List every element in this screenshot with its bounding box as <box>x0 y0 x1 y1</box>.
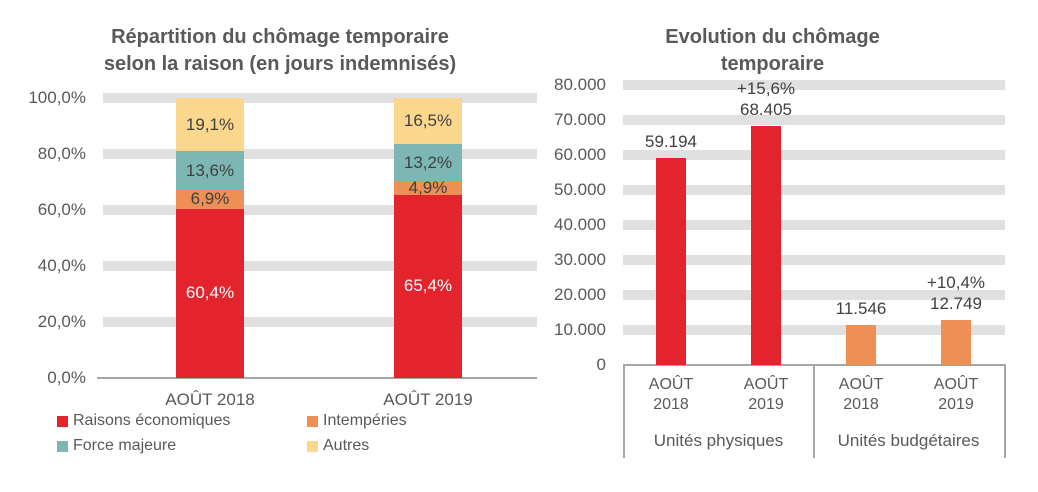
left-y-tick-label: 40,0% <box>37 256 86 275</box>
right-bar-unites-physiques-aout-2019 <box>751 125 781 365</box>
right-y-tick-label: 70.000 <box>554 110 606 129</box>
left-chart-title: Répartition du chômage temporaire selon … <box>25 24 535 78</box>
right-gridline-band <box>623 115 1005 125</box>
left-bar-segment-raisons-economiques <box>394 194 462 378</box>
legend-label: Raisons économiques <box>73 412 231 429</box>
right-chart-title: Evolution du chômage temporaire <box>545 24 1000 78</box>
left-segment-label: 4,9% <box>408 178 448 198</box>
legend-item-intemperies: Intempéries <box>307 411 407 431</box>
left-segment-label: 60,4% <box>185 283 235 303</box>
left-bar-segment-intemperies <box>176 189 244 209</box>
right-category-label: AOÛT 2018 <box>648 376 694 413</box>
left-segment-label: 13,6% <box>185 160 235 180</box>
left-bar-segment-raisons-economiques <box>176 208 244 378</box>
right-value-label: 59.194 <box>645 131 697 151</box>
left-gridline-band <box>103 205 537 215</box>
left-gridline-band <box>103 93 537 103</box>
right-axis-box-vertical-border <box>623 364 625 458</box>
left-segment-label: 16,5% <box>403 111 453 131</box>
left-gridline-band <box>103 149 537 159</box>
right-delta-label: +10,4% <box>926 273 986 293</box>
right-y-tick-label: 10.000 <box>554 320 606 339</box>
left-bar-segment-autres <box>176 98 244 152</box>
right-category-label: AOÛT 2019 <box>743 376 789 413</box>
left-category-label: AOÛT 2018 <box>165 390 255 409</box>
right-group-label: Unités physiques <box>653 431 784 450</box>
left-bar-segment-force-majeure <box>394 144 462 182</box>
legend-label: Autres <box>323 437 370 454</box>
left-bar-segment-autres <box>394 98 462 145</box>
left-segment-label: 13,2% <box>403 152 453 172</box>
right-y-tick-label: 60.000 <box>554 145 606 164</box>
legend-item-force-majeure: Force majeure <box>57 436 176 456</box>
right-gridline-band <box>623 150 1005 160</box>
right-delta-label: +15,6% <box>736 78 796 98</box>
left-segment-label: 65,4% <box>403 276 453 296</box>
right-chart-title-line2: temporaire <box>720 53 825 75</box>
left-segment-label: 6,9% <box>190 189 230 209</box>
right-y-tick-label: 80.000 <box>554 75 606 94</box>
right-gridline-band <box>623 255 1005 265</box>
right-bar-unites-physiques-aout-2018 <box>656 157 686 365</box>
left-y-tick-label: 100,0% <box>28 88 86 107</box>
right-bar-unites-budgetaires-aout-2018 <box>846 324 876 365</box>
legend-swatch <box>57 440 68 452</box>
left-y-tick-label: 0,0% <box>47 368 86 387</box>
right-y-tick-label: 40.000 <box>554 215 606 234</box>
right-value-label: 68.405 <box>740 99 792 119</box>
right-category-label: AOÛT 2019 <box>933 376 979 413</box>
right-value-label: 11.546 <box>835 298 887 318</box>
legend-label: Force majeure <box>73 437 177 454</box>
right-axis-box-vertical-border <box>813 364 815 458</box>
right-y-tick-label: 50.000 <box>554 180 606 199</box>
left-bar-segment-intemperies <box>394 181 462 195</box>
right-category-label: AOÛT 2018 <box>838 376 884 413</box>
right-axis-box-vertical-border <box>1004 364 1006 458</box>
right-gridline-band <box>623 325 1005 335</box>
right-y-tick-label: 30.000 <box>554 250 606 269</box>
right-y-tick-label: 0 <box>596 355 606 374</box>
left-y-tick-label: 80,0% <box>37 144 86 163</box>
legend-swatch <box>307 415 318 427</box>
left-y-tick-label: 20,0% <box>37 312 86 331</box>
legend-swatch <box>57 415 68 427</box>
legend-item-autres: Autres <box>307 436 369 456</box>
left-gridline-band <box>103 317 537 327</box>
right-gridline-band <box>623 220 1005 230</box>
right-gridline-band <box>623 80 1005 90</box>
right-gridline-band <box>623 290 1005 300</box>
legend-swatch <box>307 440 318 452</box>
left-chart-title-line1: Répartition du chômage temporaire <box>111 26 449 48</box>
legend-item-raisons-economiques: Raisons économiques <box>57 411 230 431</box>
left-y-tick-label: 60,0% <box>37 200 86 219</box>
legend-label: Intempéries <box>323 412 407 429</box>
left-x-axis-line <box>97 377 537 379</box>
left-gridline-band <box>103 261 537 271</box>
right-group-label: Unités budgétaires <box>837 431 980 450</box>
right-value-label: 12.749 <box>930 294 982 314</box>
right-chart-title-line1: Evolution du chômage <box>665 26 880 48</box>
right-y-tick-label: 20.000 <box>554 285 606 304</box>
right-bar-unites-budgetaires-aout-2019 <box>941 320 971 365</box>
left-chart-title-line2: selon la raison (en jours indemnisés) <box>103 53 457 75</box>
left-category-label: AOÛT 2019 <box>383 390 473 409</box>
left-segment-label: 19,1% <box>185 114 235 134</box>
right-gridline-band <box>623 185 1005 195</box>
left-bar-segment-force-majeure <box>176 151 244 190</box>
